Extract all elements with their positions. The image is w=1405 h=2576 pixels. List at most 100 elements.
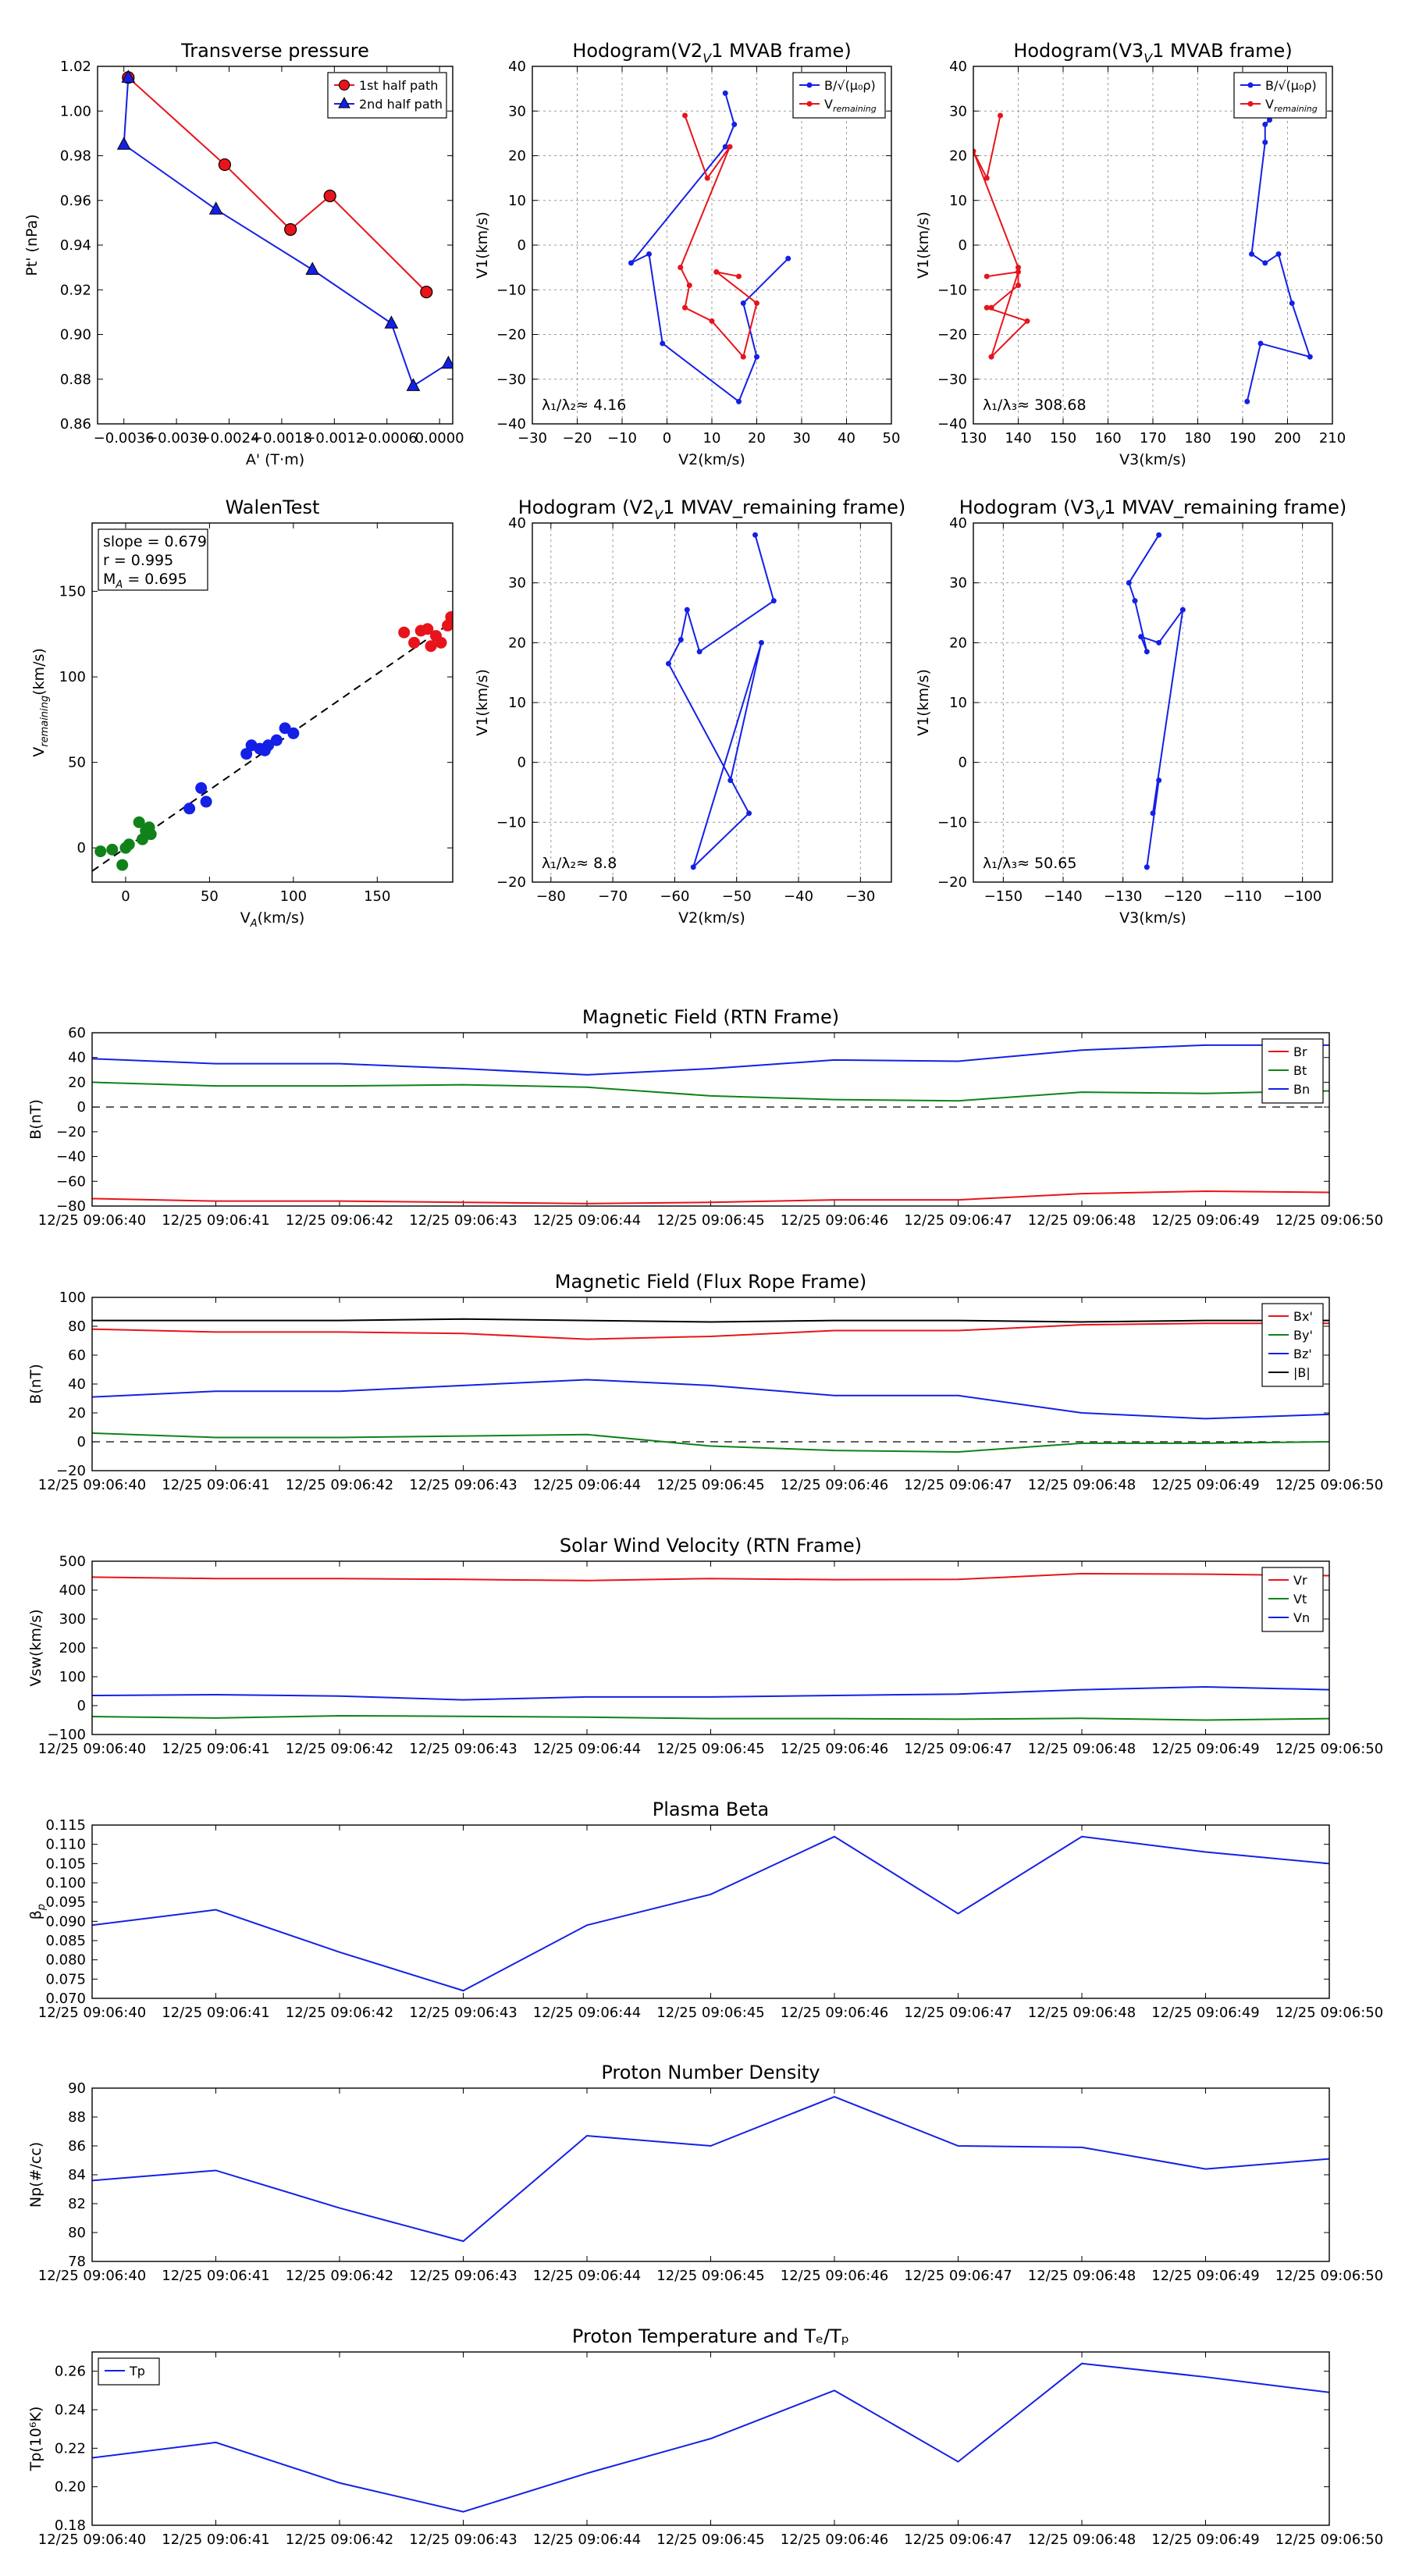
series-1st-half-path — [122, 71, 433, 299]
x-tick-label: −110 — [1223, 888, 1261, 905]
y-tick-label: −10 — [937, 282, 967, 298]
chart-title: Hodogram(V3V1 MVAB frame) — [1013, 40, 1292, 66]
plot-area — [92, 1835, 1329, 1992]
x-tick-label: 160 — [1094, 430, 1121, 447]
x-tick-label: 12/25 09:06:50 — [1275, 1212, 1383, 1229]
x-tick-label: 12/25 09:06:49 — [1151, 1741, 1259, 1757]
data-point — [208, 201, 223, 215]
y-axis-label-wrap: Np(#/cc) — [27, 2142, 44, 2208]
y-tick-label: 10 — [949, 193, 967, 209]
y-tick-label: 100 — [59, 1669, 86, 1685]
data-point — [1267, 117, 1272, 123]
y-axis-label-wrap: Pt' (nPa) — [23, 214, 41, 276]
data-point — [262, 739, 275, 752]
x-tick-label: 180 — [1184, 430, 1211, 447]
x-tick-label: 10 — [703, 430, 721, 447]
x-tick-label: 12/25 09:06:44 — [533, 2532, 641, 2548]
y-tick-label: 78 — [68, 2254, 86, 2270]
series-line — [679, 115, 758, 359]
chart-title: Hodogram(V2V1 MVAB frame) — [572, 40, 851, 66]
x-tick-label: 150 — [364, 888, 390, 905]
legend: B/√(μ₀ρ) Vremaining — [792, 72, 886, 119]
y-axis-label-wrap: V1(km/s) — [474, 669, 491, 736]
x-tick-label: 0.0000 — [415, 430, 464, 447]
plot-area — [92, 610, 453, 872]
y-tick-label: 60 — [68, 1347, 86, 1364]
y-tick-label: 30 — [949, 575, 967, 592]
x-tick-label: 12/25 09:06:40 — [38, 2268, 146, 2284]
y-axis-label: V1(km/s) — [915, 212, 932, 279]
legend-box — [327, 72, 447, 119]
series-line — [973, 115, 1029, 358]
chart-title: Transverse pressure — [180, 40, 369, 62]
plot-area — [1126, 532, 1186, 870]
annotation-text: λ₁/λ₂≈ 4.16 — [542, 397, 626, 414]
y-tick-label: 0.115 — [45, 1817, 86, 1834]
x-tick-label: 12/25 09:06:47 — [904, 1477, 1012, 1493]
x-tick-label: 12/25 09:06:42 — [286, 1477, 393, 1493]
data-point — [722, 90, 728, 96]
legend: Bx' By' Bz' |B| — [1261, 1303, 1324, 1387]
chart-title: Hodogram (V3V1 MVAV_remaining frame) — [959, 496, 1347, 522]
y-tick-label: 40 — [949, 59, 967, 75]
axes-frame — [91, 1032, 1330, 1207]
series-b- — [1244, 117, 1313, 404]
y-tick-label: −20 — [937, 874, 967, 891]
y-tick-label: 30 — [508, 103, 526, 119]
x-tick-label: 30 — [793, 430, 811, 447]
legend-label: Br — [1293, 1044, 1307, 1059]
data-point — [1138, 634, 1144, 640]
data-point — [998, 112, 1003, 119]
legend-label: |B| — [1293, 1365, 1311, 1380]
y-tick-label: 0.94 — [60, 237, 91, 254]
y-tick-label: −20 — [56, 1124, 86, 1140]
y-tick-label: 0.105 — [45, 1856, 86, 1872]
legend-label: Tp — [129, 2364, 145, 2379]
series-b- — [628, 90, 791, 404]
legend-item: Bz' — [1268, 1347, 1312, 1361]
x-tick-label: −0.0030 — [146, 430, 207, 447]
x-tick-label: 12/25 09:06:49 — [1151, 2268, 1259, 2284]
y-tick-label: −60 — [56, 1173, 86, 1190]
series-2nd-half-path — [116, 69, 453, 391]
x-tick-label: −70 — [598, 888, 628, 905]
legend-label: Bx' — [1293, 1309, 1313, 1324]
series--b- — [92, 1318, 1329, 1323]
chart-title: Plasma Beta — [653, 1799, 769, 1820]
data-point — [1275, 251, 1282, 257]
annotation-box — [98, 528, 208, 591]
data-point — [408, 636, 421, 649]
x-tick-label: −10 — [607, 430, 637, 447]
data-point — [123, 838, 135, 851]
x-tick-label: 12/25 09:06:45 — [656, 1477, 764, 1493]
y-tick-label: 0.085 — [45, 1933, 86, 1949]
y-tick-label: 90 — [68, 2080, 86, 2097]
data-point — [727, 777, 734, 784]
axes-frame — [91, 2087, 1330, 2262]
axes-frame — [91, 1297, 1330, 1471]
y-tick-label: −80 — [56, 1198, 86, 1215]
x-tick-label: 12/25 09:06:44 — [533, 1741, 641, 1757]
series-blue — [183, 722, 300, 815]
series-green — [94, 816, 157, 871]
x-tick-label: −60 — [660, 888, 689, 905]
x-tick-label: 12/25 09:06:40 — [38, 2532, 146, 2548]
series-v-remaining — [973, 112, 1030, 360]
y-axis-label-wrap: Vremaining(km/s) — [30, 648, 51, 757]
data-point — [279, 722, 291, 735]
x-tick-label: 100 — [280, 888, 307, 905]
data-point — [1249, 251, 1254, 257]
series-line — [92, 1432, 1329, 1453]
legend: 1st half path 2nd half path — [327, 72, 447, 119]
data-point — [1150, 810, 1156, 817]
y-tick-label: 500 — [59, 1553, 86, 1570]
y-axis-label-wrap: B(nT) — [27, 1099, 44, 1140]
legend-marker — [339, 80, 350, 91]
legend-item: 2nd half path — [334, 96, 443, 112]
data-point — [425, 640, 437, 653]
legend-label: Vn — [1293, 1610, 1310, 1625]
y-axis-label: Pt' (nPa) — [23, 214, 41, 276]
x-tick-label: 12/25 09:06:46 — [781, 1212, 888, 1229]
x-tick-label: 12/25 09:06:47 — [904, 2005, 1012, 2021]
data-point — [1262, 139, 1268, 145]
